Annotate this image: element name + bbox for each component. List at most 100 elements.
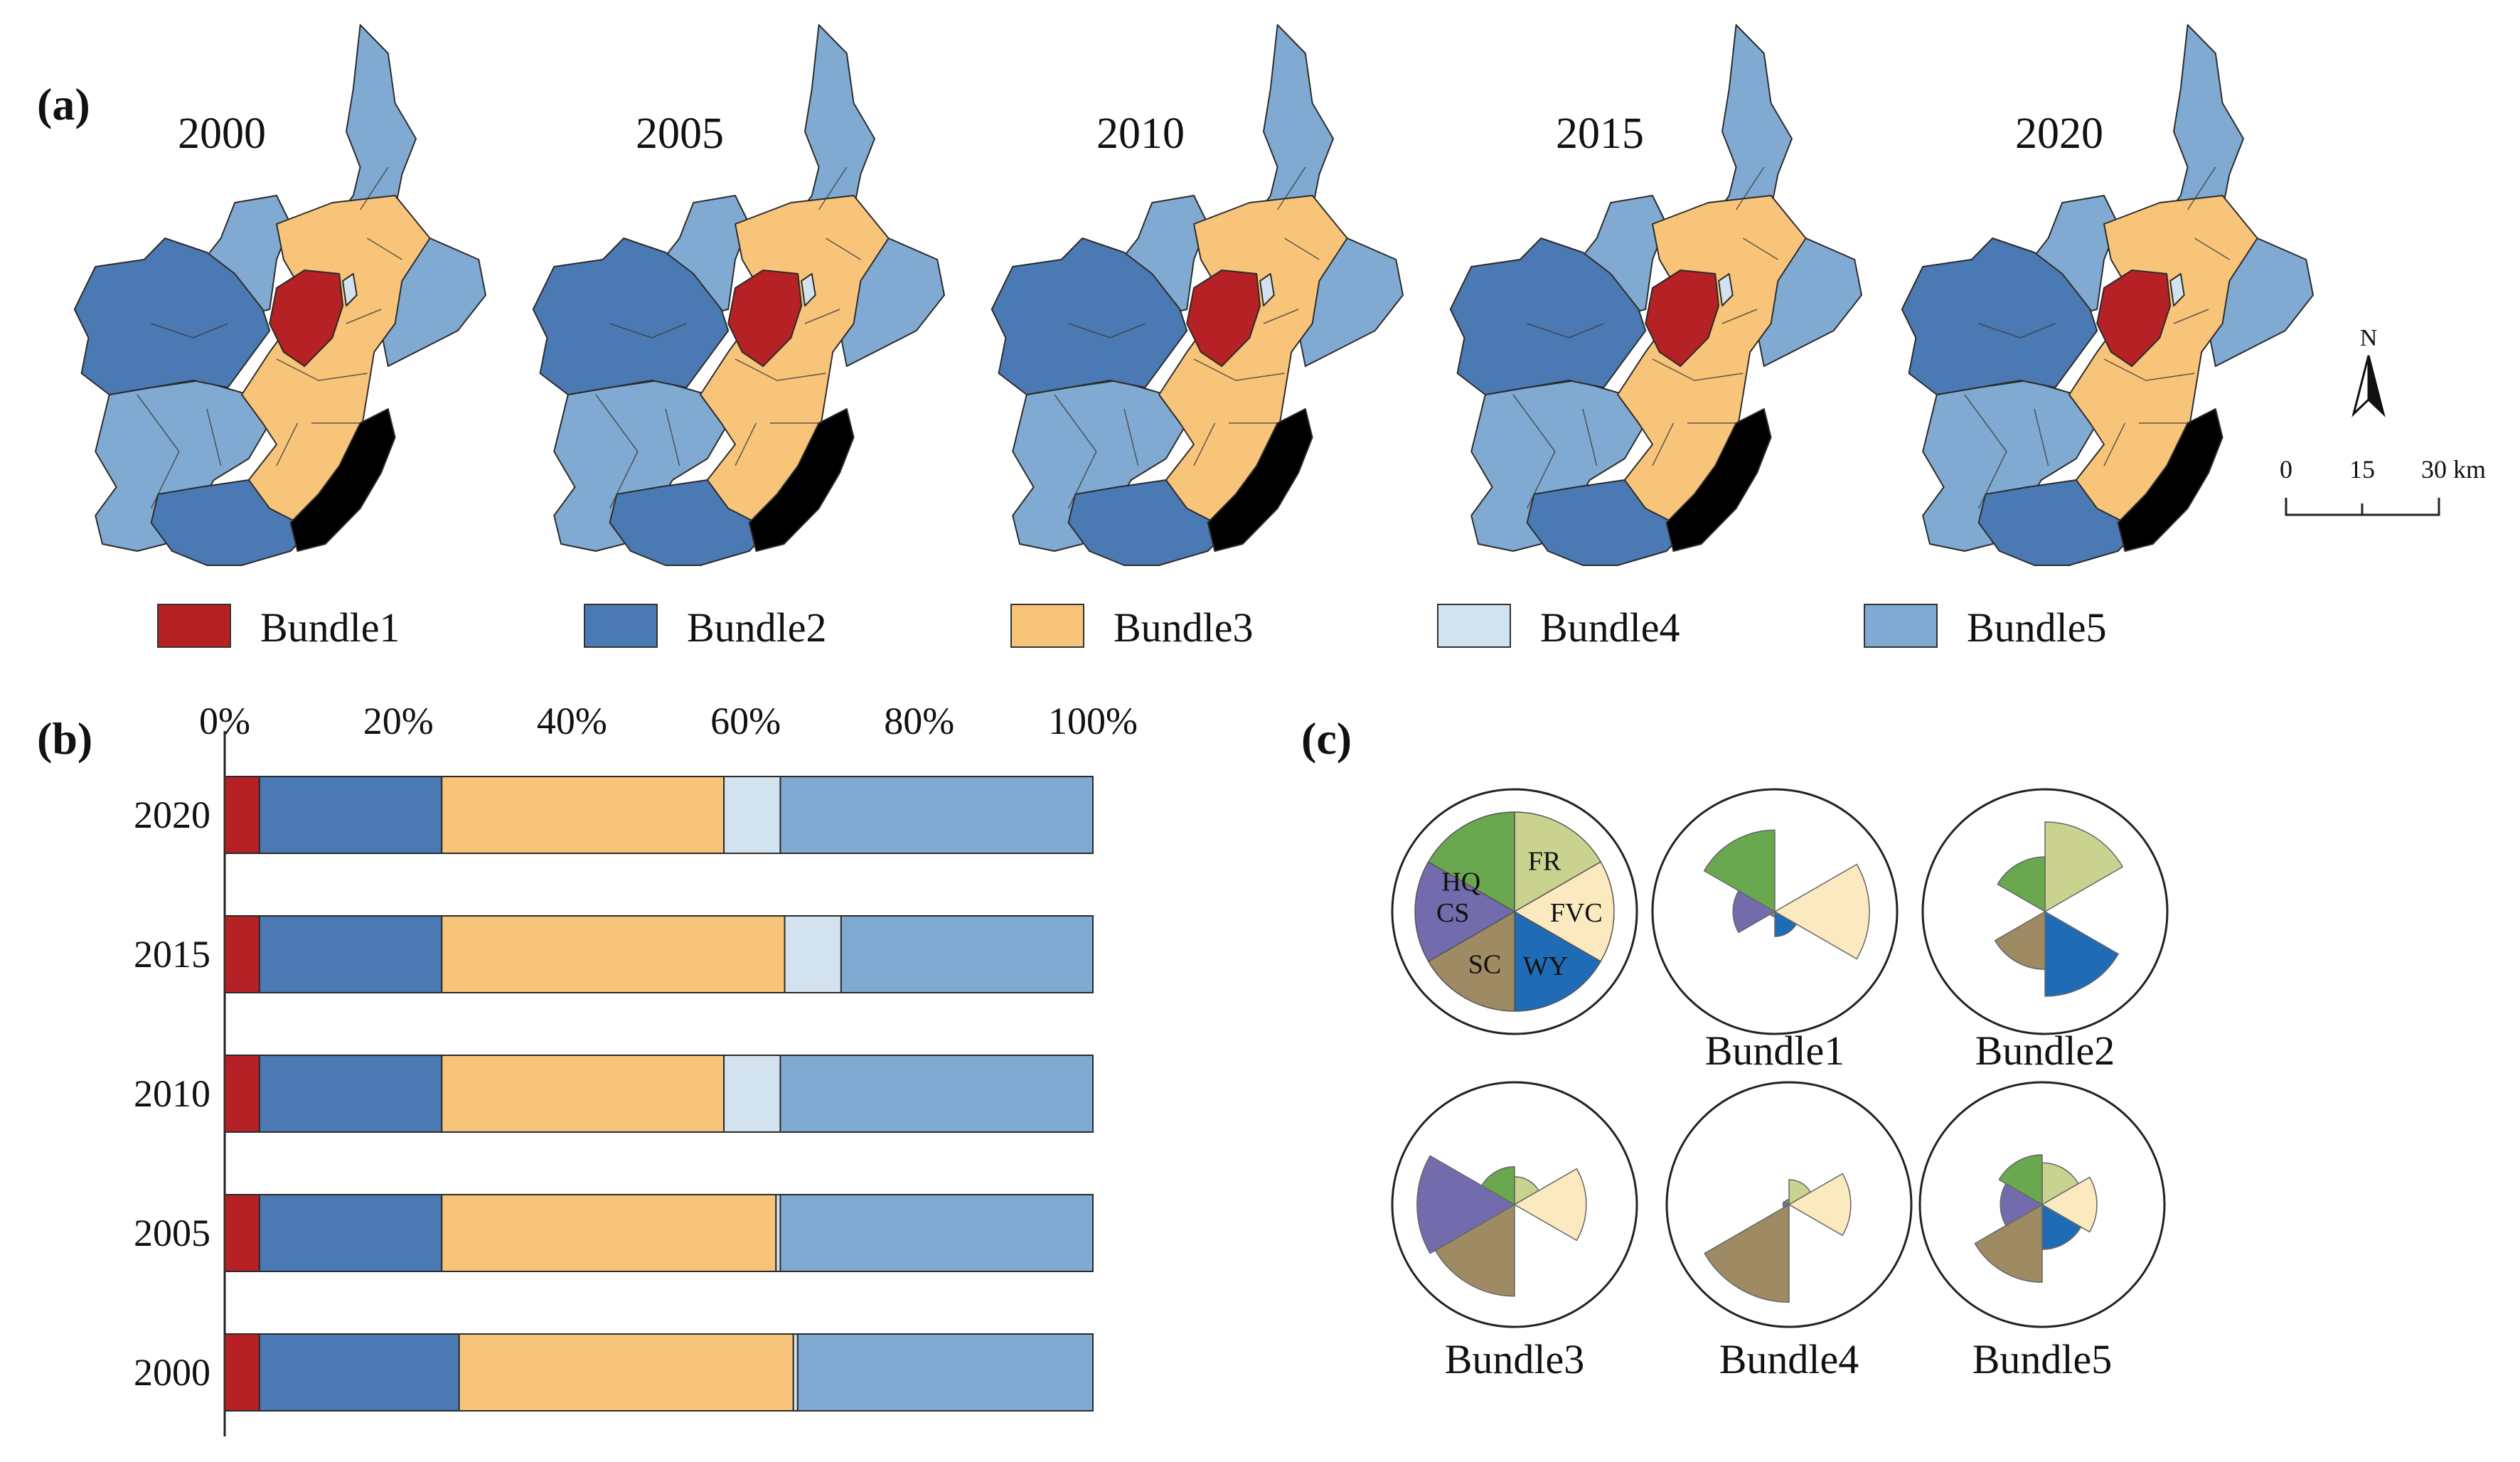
rose-key-label-hq: HQ (1441, 868, 1480, 897)
scale-tick-30: 30 km (2421, 455, 2486, 484)
bar-segment-bundle2-2020 (258, 776, 443, 854)
rose-label-bundle3: Bundle3 (1445, 1336, 1585, 1382)
map-2005 (532, 24, 945, 566)
x-tick-label: 0% (199, 700, 250, 742)
bar-segment-bundle3-2010 (441, 1055, 725, 1133)
bar-segment-bundle1-2020 (224, 776, 260, 854)
bar-segment-bundle4-2010 (723, 1055, 781, 1133)
bar-segment-bundle1-2010 (224, 1055, 260, 1133)
north-arrow-icon: N (2351, 325, 2386, 417)
map-year-2005: 2005 (636, 110, 724, 158)
map-year-2010: 2010 (1096, 110, 1185, 158)
rose-sector-bundle1-wy (1774, 910, 1798, 937)
bar-segment-bundle4-2020 (723, 776, 781, 854)
bar-segment-bundle4-2015 (784, 915, 842, 993)
legend-swatch-bundle1 (157, 604, 231, 648)
rose-sector-bundle4-sc (1704, 1203, 1790, 1303)
rose-key-label-fvc: FVC (1550, 898, 1603, 928)
bar-segment-bundle5-2015 (840, 915, 1094, 993)
rose-sector-bundle3-fvc (1513, 1168, 1587, 1242)
rose-sector-bundle1-hq (1703, 829, 1776, 913)
panel-c-rose-charts: HQ FR FVC CS WY SC Bundle1 Bundle2 Bundle3 Bundle… (1391, 788, 2169, 1382)
rose-key-label-sc: SC (1468, 950, 1501, 980)
map-2010 (991, 24, 1404, 566)
legend-label-bundle4: Bundle4 (1540, 604, 1680, 651)
bar-segment-bundle3-2000 (458, 1333, 794, 1412)
rose-key-sector-fvc (1513, 860, 1615, 963)
y-tick-label: 2020 (134, 794, 210, 836)
x-tick-label: 80% (884, 700, 954, 742)
panel-label-b: (b) (37, 713, 92, 764)
rose-key-label-cs: CS (1436, 898, 1469, 928)
rose-key-sector-hq (1427, 811, 1515, 913)
rose-sector-bundle3-cs (1416, 1155, 1516, 1254)
scale-tick-0: 0 (2280, 455, 2292, 484)
rose-key-sector-sc (1427, 910, 1515, 1012)
bar-segment-bundle3-2015 (441, 915, 786, 993)
rose-sector-bundle5-sc (1974, 1203, 2043, 1283)
rose-sector-bundle3-sc (1434, 1203, 1515, 1297)
legend-label-bundle3: Bundle3 (1114, 604, 1254, 651)
legend-swatch-bundle4 (1437, 604, 1511, 648)
rose-sector-bundle5-cs (2000, 1183, 2044, 1227)
rose-sector-bundle2-hq (1997, 856, 2046, 913)
rose-label-bundle2: Bundle2 (1975, 1028, 2115, 1074)
panel-label-a: (a) (37, 79, 90, 129)
legend-swatch-bundle2 (584, 604, 658, 648)
rose-sector-bundle4-fvc (1788, 1173, 1852, 1237)
rose-sector-bundle3-hq (1480, 1166, 1515, 1206)
bar-segment-bundle1-2015 (224, 915, 260, 993)
rose-label-bundle4: Bundle4 (1719, 1336, 1859, 1382)
rose-label-bundle1: Bundle1 (1705, 1028, 1845, 1074)
rose-key-sector-fr (1514, 811, 1602, 913)
rose-sector-bundle4-hq (1783, 1199, 1790, 1206)
x-tick-label: 100% (1048, 700, 1138, 742)
legend-swatch-bundle3 (1010, 604, 1084, 648)
bar-segment-bundle2-2015 (258, 915, 443, 993)
map-2000 (73, 24, 487, 566)
panel-a: 2000 2005 2010 2015 2020 N 0 15 30 km Bu… (73, 24, 2486, 651)
map-2020 (1901, 24, 2314, 566)
bar-segment-bundle5-2010 (779, 1055, 1094, 1133)
rose-sector-bundle5-fvc (2041, 1176, 2098, 1233)
map-year-2015: 2015 (1556, 110, 1644, 158)
panel-b-stacked-bar-chart: 0% 20% 40% 60% 80% 100% 2020 2015 2010 2005 2000 (134, 700, 1138, 1436)
bar-segment-bundle1-2005 (224, 1194, 260, 1272)
rose-key-label-wy: WY (1523, 951, 1568, 981)
bar-segment-bundle3-2020 (441, 776, 725, 854)
legend-label-bundle1: Bundle1 (260, 604, 400, 651)
legend-label-bundle2: Bundle2 (687, 604, 827, 651)
svg-text:N: N (2360, 325, 2378, 351)
rose-sector-bundle1-cs (1732, 890, 1776, 934)
rose-sector-bundle2-fr (2044, 821, 2124, 913)
legend-swatch-bundle5 (1864, 604, 1938, 648)
bar-segment-bundle3-2005 (441, 1194, 777, 1272)
rose-sector-bundle4-cs (1782, 1200, 1790, 1209)
map-year-2000: 2000 (178, 110, 266, 158)
map-2015 (1449, 24, 1862, 566)
bar-segment-bundle5-2020 (779, 776, 1094, 854)
scale-tick-15: 15 (2349, 455, 2375, 484)
y-tick-label: 2010 (134, 1072, 210, 1115)
rose-key-sector-cs (1414, 860, 1516, 963)
bar-segment-bundle2-2005 (258, 1194, 443, 1272)
x-tick-label: 40% (537, 700, 607, 742)
y-tick-label: 2015 (134, 933, 210, 976)
rose-sector-bundle2-wy (2044, 910, 2120, 997)
y-tick-label: 2005 (134, 1212, 210, 1254)
bar-segment-bundle5-2005 (779, 1194, 1094, 1272)
rose-sector-bundle5-fr (2041, 1162, 2079, 1206)
rose-key-label-fr: FR (1528, 846, 1561, 876)
bar-segment-bundle2-2000 (258, 1333, 460, 1412)
rose-label-bundle5: Bundle5 (1972, 1336, 2113, 1382)
rose-sector-bundle5-hq (1998, 1154, 2043, 1206)
rose-sector-bundle2-sc (1994, 910, 2046, 970)
bar-segment-bundle1-2000 (224, 1333, 260, 1412)
legend-label-bundle5: Bundle5 (1967, 604, 2107, 651)
panel-label-c: (c) (1301, 713, 1352, 764)
y-tick-label: 2000 (134, 1351, 210, 1394)
rose-key-sector-wy (1514, 910, 1602, 1012)
rose-sector-bundle5-wy (2041, 1203, 2082, 1250)
map-year-2020: 2020 (2015, 110, 2103, 158)
